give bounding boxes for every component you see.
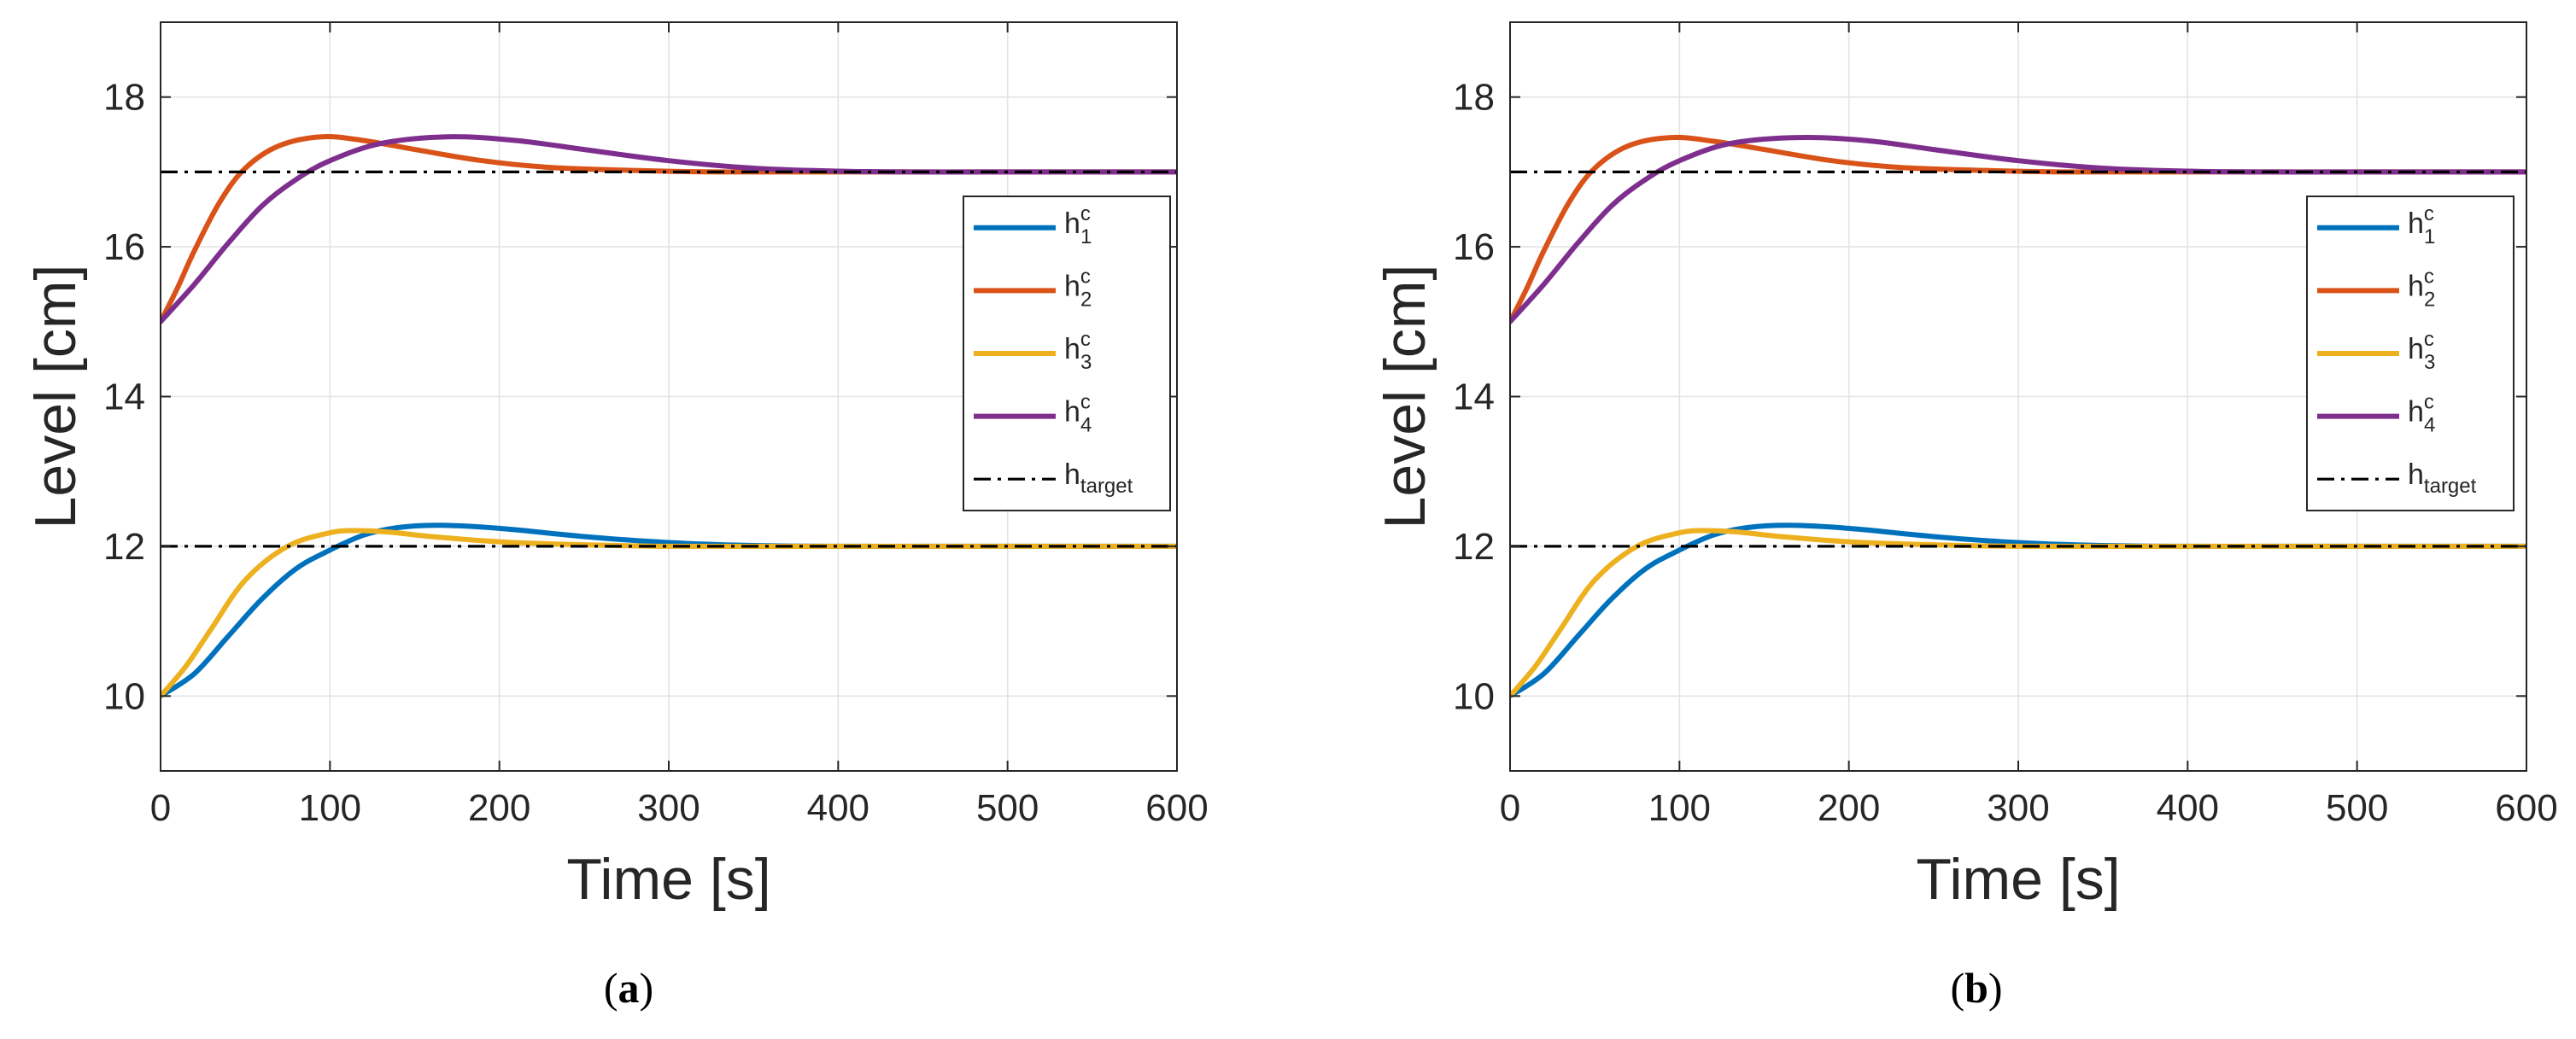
y-tick-label: 16 [103,226,145,268]
legend-label-h2: hc 2 [2408,265,2435,311]
legend-label-sub: 3 [1080,351,1092,374]
legend-label-sup: c [1080,265,1091,288]
y-tick-label: 14 [1453,376,1495,418]
legend-label-sup: c [2424,328,2434,351]
caption-b-close: ) [1988,964,2003,1012]
y-tick-label: 18 [103,77,145,119]
series-group [1510,134,2526,699]
y-tick-label: 12 [103,526,145,568]
legend-label-base: h [2408,458,2424,491]
x-tick-label: 200 [468,787,530,829]
x-axis-label: Time [s] [1916,847,2120,912]
y-tick-label: 10 [103,675,145,717]
y-tick-label: 16 [1453,226,1495,268]
x-tick-label: 200 [1818,787,1880,829]
legend-label-h4: hc 4 [2408,391,2435,437]
caption-a: (a) [577,963,680,1013]
legend-label-base: h [1064,396,1080,429]
legend-label-base: h [1064,458,1080,491]
legend-label-h1: hc 1 [2408,202,2435,248]
legend-label-base: h [2408,333,2424,365]
legend-label-sub: 4 [2424,414,2435,437]
legend-label-h3: hc 3 [2408,328,2435,374]
legend-label-h4: hc 4 [1064,391,1092,437]
y-axis-label: Level [cm] [1373,265,1437,529]
series-group [161,133,1177,699]
series-line-h3 [161,528,1177,699]
legend-label-base: h [2408,207,2424,240]
x-tick-label: 0 [1500,787,1520,829]
legend-label-sup: c [1080,328,1091,351]
legend-label-base: h [2408,396,2424,429]
legend-label-base: h [1064,207,1080,240]
legend-label-base: h [1064,333,1080,365]
x-tick-label: 100 [299,787,361,829]
legend-label-sup: c [2424,265,2434,288]
x-tick-label: 500 [2326,787,2388,829]
series-line-h3 [1510,528,2526,699]
legend-label-h2: hc 2 [1064,265,1092,311]
x-tick-label: 400 [807,787,869,829]
legend-label-sub: 1 [2424,225,2435,248]
y-tick-label: 14 [103,376,145,418]
legend-label-target: htarget [1064,458,1133,498]
legend-label-sup: c [1080,202,1091,225]
legend-label-target: htarget [2408,458,2477,498]
legend-label-sub: target [2424,475,2477,498]
caption-b: (b) [1925,963,2028,1013]
x-tick-label: 100 [1648,787,1711,829]
legend-label-h1: hc 1 [1064,202,1092,248]
caption-b-letter: b [1964,964,1988,1012]
legend-label-sub: 4 [1080,414,1092,437]
y-tick-label: 12 [1453,526,1495,568]
legend-label-sub: 1 [1080,225,1092,248]
caption-a-letter: a [618,964,640,1012]
x-tick-label: 600 [1145,787,1208,829]
x-tick-label: 0 [150,787,171,829]
caption-b-open: ( [1950,964,1965,1012]
caption-a-close: ) [639,964,654,1012]
legend-label-sup: c [2424,202,2434,225]
caption-a-open: ( [603,964,618,1012]
y-tick-label: 18 [1453,77,1495,119]
x-tick-label: 300 [637,787,700,829]
x-tick-label: 600 [2495,787,2557,829]
legend-label-base: h [1064,270,1080,302]
x-tick-label: 300 [1987,787,2049,829]
x-tick-label: 400 [2157,787,2219,829]
legend-label-sub: 2 [2424,288,2435,311]
legend-label-sup: c [2424,391,2434,414]
legend-label-sup: c [1080,391,1091,414]
legend-label-h3: hc 3 [1064,328,1092,374]
legend-label-sub: 3 [2424,351,2435,374]
legend-label-sub: 2 [1080,288,1092,311]
y-axis-label: Level [cm] [23,265,88,529]
y-tick-label: 10 [1453,675,1495,717]
legend-label-sub: target [1080,475,1133,498]
x-axis-label: Time [s] [566,847,770,912]
x-tick-label: 500 [976,787,1039,829]
legend-label-base: h [2408,270,2424,302]
